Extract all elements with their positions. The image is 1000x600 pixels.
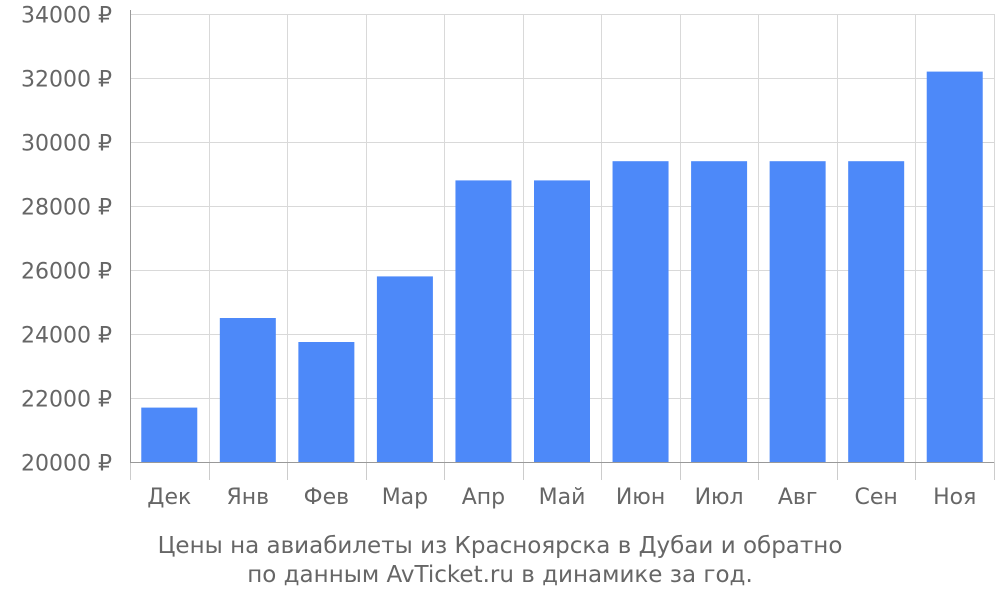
x-tick-label: Апр: [462, 485, 505, 510]
chart-caption-line-1: Цены на авиабилеты из Красноярска в Дуба…: [157, 533, 843, 559]
y-tick-label: 28000 ₽: [21, 196, 112, 221]
bar-9: [848, 161, 905, 462]
y-tick-label: 26000 ₽: [21, 260, 112, 285]
bars: [141, 71, 983, 462]
y-tick-label: 22000 ₽: [21, 388, 112, 413]
x-tick-label: Июл: [695, 485, 744, 510]
bar-3: [376, 276, 433, 462]
chart-caption-line-2: по данным AvTicket.ru в динамике за год.: [247, 562, 753, 588]
bar-chart: 20000 ₽ 22000 ₽ 24000 ₽ 26000 ₽ 28000 ₽ 30000…: [21, 4, 995, 510]
bar-5: [534, 180, 590, 462]
bar-1: [219, 318, 276, 462]
bar-4: [455, 180, 512, 462]
x-tick-label: Май: [539, 485, 586, 510]
x-tick-label: Авг: [778, 485, 818, 510]
axes: [130, 10, 995, 480]
x-tick-label: Сен: [855, 485, 898, 510]
bar-10: [926, 71, 983, 462]
x-tick-label: Ноя: [933, 485, 976, 510]
y-tick-label: 30000 ₽: [21, 132, 112, 157]
y-tick-label: 24000 ₽: [21, 324, 112, 349]
y-tick-label: 20000 ₽: [21, 452, 112, 477]
x-tick-label: Фев: [304, 485, 349, 510]
y-tick-label: 34000 ₽: [21, 4, 112, 29]
x-tick-label: Мар: [382, 485, 428, 510]
y-tick-label: 32000 ₽: [21, 68, 112, 93]
x-tick-labels: Дек Янв Фев Мар Апр Май Июн Июл Авг Сен Ноя: [147, 485, 976, 510]
y-tick-labels: 20000 ₽ 22000 ₽ 24000 ₽ 26000 ₽ 28000 ₽ 30000…: [21, 4, 112, 477]
bar-0: [141, 407, 198, 462]
x-tick-label: Янв: [226, 485, 269, 510]
bar-6: [612, 161, 669, 462]
x-tick-label: Июн: [616, 485, 665, 510]
bar-7: [691, 161, 748, 462]
bar-2: [298, 342, 355, 462]
bar-8: [769, 161, 826, 462]
x-tick-label: Дек: [147, 485, 191, 510]
